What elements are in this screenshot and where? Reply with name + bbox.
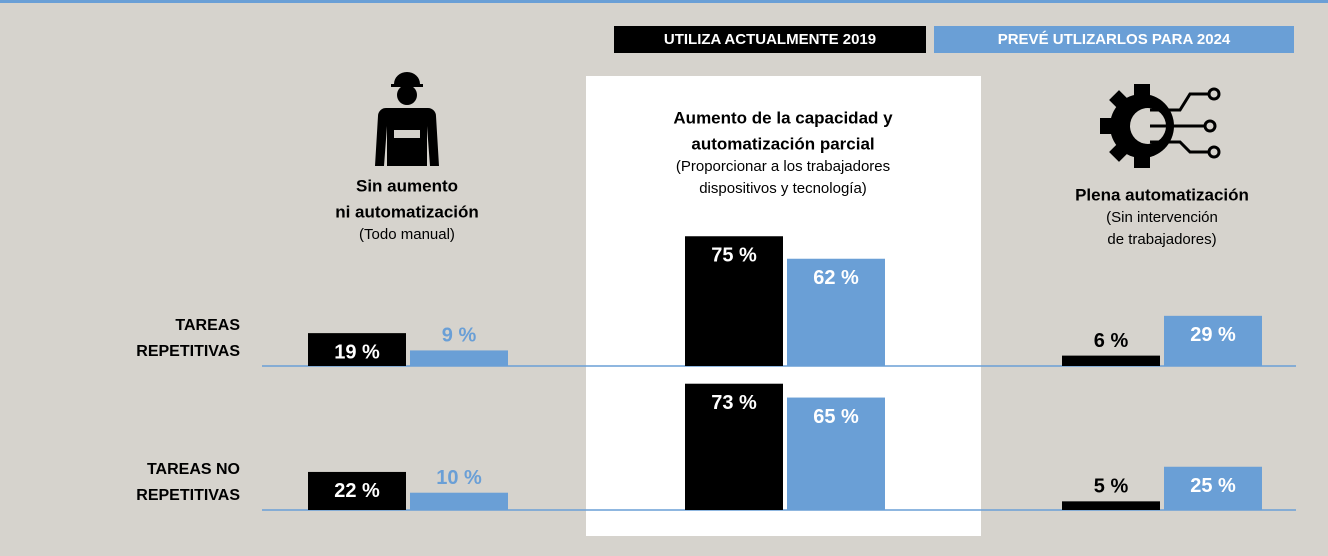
bar — [1164, 315, 1262, 366]
value-label: 6 % — [1094, 330, 1129, 352]
column-title: Aumento de la capacidad y — [673, 108, 893, 127]
column-subtitle: (Todo manual) — [359, 226, 455, 243]
legend-label: PREVÉ UTLIZARLOS PARA 2024 — [998, 31, 1231, 48]
top-rule — [0, 0, 1328, 3]
row-label: TAREAS NO — [147, 461, 240, 478]
highlight-panel — [586, 76, 981, 536]
worker-icon — [375, 72, 439, 166]
value-label: 5 % — [1094, 476, 1129, 498]
value-label: 25 % — [1190, 475, 1236, 497]
bar — [410, 350, 508, 366]
column-title: Plena automatización — [1075, 185, 1249, 204]
bar — [308, 333, 406, 366]
value-label: 22 % — [334, 480, 380, 502]
column-title: automatización parcial — [691, 134, 874, 153]
row-label: REPETITIVAS — [136, 343, 240, 360]
column-subtitle: (Proporcionar a los trabajadores — [676, 158, 890, 175]
legend-swatch — [934, 26, 1294, 53]
gear-icon — [1100, 84, 1221, 168]
bar — [308, 471, 406, 510]
legend-swatch — [614, 26, 926, 53]
bar — [685, 383, 783, 510]
value-label: 65 % — [813, 406, 859, 428]
value-label: 10 % — [436, 467, 482, 489]
column-subtitle: (Sin intervención — [1106, 209, 1218, 226]
bar — [410, 492, 508, 510]
value-label: 9 % — [442, 325, 477, 347]
bar — [787, 397, 885, 510]
row-label: REPETITIVAS — [136, 487, 240, 504]
bar — [685, 236, 783, 366]
value-label: 62 % — [813, 267, 859, 289]
row-label: TAREAS — [175, 317, 240, 334]
bar — [787, 258, 885, 366]
value-label: 75 % — [711, 245, 757, 267]
column-subtitle: dispositivos y tecnología) — [699, 180, 867, 197]
column-title: Sin aumento — [356, 176, 458, 195]
value-label: 19 % — [334, 341, 380, 363]
bar — [1164, 466, 1262, 510]
value-label: 73 % — [711, 392, 757, 414]
value-label: 29 % — [1190, 324, 1236, 346]
column-subtitle: de trabajadores) — [1107, 231, 1216, 248]
bar — [1062, 501, 1160, 510]
column-title: ni automatización — [335, 202, 479, 221]
bar — [1062, 355, 1160, 366]
legend-label: UTILIZA ACTUALMENTE 2019 — [664, 31, 876, 48]
